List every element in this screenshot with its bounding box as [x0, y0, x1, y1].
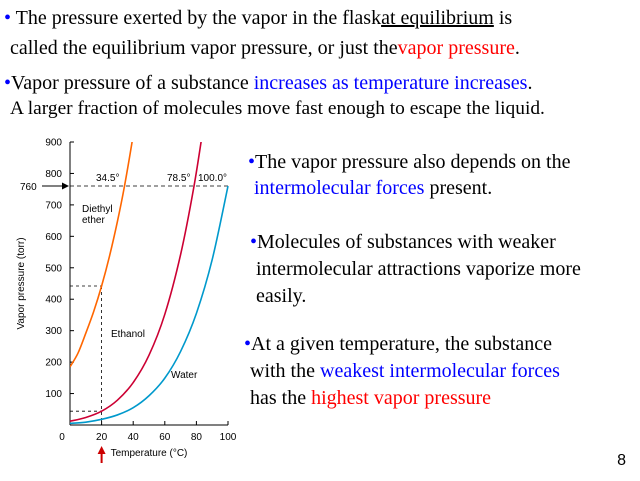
annotation-bp-ether: 34.5° — [96, 173, 119, 184]
para1-vapor-pressure: vapor pressure — [397, 37, 515, 59]
para5-highest-vapor-pressure: highest vapor pressure — [311, 387, 492, 409]
para5-line3: has the highest vapor pressure — [250, 386, 491, 410]
para5-text-b: with the — [250, 360, 320, 382]
bullet: • — [244, 333, 252, 355]
x-tick-label: 20 — [96, 432, 108, 443]
x-tick-label: 0 — [59, 432, 65, 443]
para4-text-c: easily. — [256, 285, 307, 307]
bullet: • — [4, 7, 12, 29]
para3-line1: •The vapor pressure also depends on the — [248, 150, 570, 174]
series-line-diethyl-ether — [70, 142, 133, 368]
annotation-bp-ethanol: 78.5° — [167, 173, 190, 184]
para5-line1: •At a given temperature, the substance — [244, 332, 552, 356]
series-label-ether: ether — [82, 215, 105, 226]
para4-line2: intermolecular attractions vaporize more — [256, 257, 581, 281]
y-tick-label: 700 — [45, 200, 62, 211]
para1-text-d: . — [514, 37, 520, 59]
series-label-water: Water — [171, 370, 198, 381]
x-axis-label: Temperature (°C) — [111, 448, 188, 459]
para3-text-a: The vapor pressure also depends on the — [255, 151, 571, 173]
y-tick-label: 400 — [45, 295, 62, 306]
para4-text-b: intermolecular attractions vaporize more — [256, 258, 581, 280]
reference-arrow-head — [62, 182, 69, 190]
y-tick-label: 600 — [45, 232, 62, 243]
para1-text-a: The pressure exerted by the vapor in the… — [11, 7, 382, 29]
para5-text-a: At a given temperature, the substance — [251, 333, 553, 355]
y-axis-label: Vapor pressure (torr) — [16, 237, 27, 329]
para1-text-c: called the equilibrium vapor pressure, o… — [10, 37, 398, 59]
para4-line1: •Molecules of substances with weaker — [250, 230, 556, 254]
para5-text-c: has the — [250, 387, 312, 409]
para1-line1: • The pressure exerted by the vapor in t… — [4, 6, 512, 30]
x20-arrow-head — [97, 446, 106, 454]
para4-text-a: Molecules of substances with weaker — [257, 231, 556, 253]
para3-intermolecular-forces: intermolecular forces — [254, 177, 425, 199]
series-line-ethanol — [70, 142, 202, 423]
para3-text-b: present. — [424, 177, 493, 199]
y-tick-label: 300 — [45, 326, 62, 337]
para2-text-a: Vapor pressure of a substance — [11, 72, 254, 94]
para1-at-equilibrium: at equilibrium — [381, 7, 494, 29]
y-tick-label: 900 — [45, 138, 62, 149]
bullet: • — [250, 231, 258, 253]
para5-weakest-forces: weakest intermolecular forces — [320, 360, 560, 382]
para5-line2: with the weakest intermolecular forces — [250, 359, 560, 383]
x-tick-label: 60 — [159, 432, 171, 443]
chart-reference-760: 760 — [20, 182, 228, 463]
series-line-water — [70, 185, 229, 425]
para3-line2: intermolecular forces present. — [254, 176, 492, 200]
para2-text-c: A larger fraction of molecules move fast… — [10, 98, 545, 119]
para2-line2: A larger fraction of molecules move fast… — [10, 97, 545, 121]
annotation-bp-water: 100.0° — [198, 173, 227, 184]
series-label-diethyl: Diethyl — [82, 204, 113, 215]
para4-line3: easily. — [256, 284, 306, 308]
chart-axes — [69, 141, 229, 426]
vapor-pressure-chart: 760 100 200 300 400 500 600 700 800 900 0 20 40 60 80… — [16, 138, 237, 463]
para1-text-b: is — [493, 7, 513, 29]
page-number: 8 — [617, 452, 626, 469]
x-tick-label: 100 — [220, 432, 237, 443]
x-tick-label: 80 — [191, 432, 203, 443]
y-tick-label: 500 — [45, 263, 62, 274]
chart-tick-labels: 100 200 300 400 500 600 700 800 900 0 20 40 60 80 100 V… — [16, 138, 237, 460]
series-label-ethanol: Ethanol — [111, 329, 145, 340]
bullet: • — [248, 151, 256, 173]
reference-label-760: 760 — [20, 182, 37, 193]
y-tick-label: 200 — [45, 358, 62, 369]
para1-line2: called the equilibrium vapor pressure, o… — [10, 36, 520, 60]
chart-series — [70, 142, 229, 425]
para2-text-b: . — [527, 72, 533, 94]
y-tick-label: 100 — [45, 389, 62, 400]
bullet: • — [4, 72, 12, 94]
para2-increases: increases as temperature increases — [253, 72, 528, 94]
para2-line1: •Vapor pressure of a substance increases… — [4, 71, 532, 95]
y-tick-label: 800 — [45, 169, 62, 180]
x-tick-label: 40 — [128, 432, 140, 443]
